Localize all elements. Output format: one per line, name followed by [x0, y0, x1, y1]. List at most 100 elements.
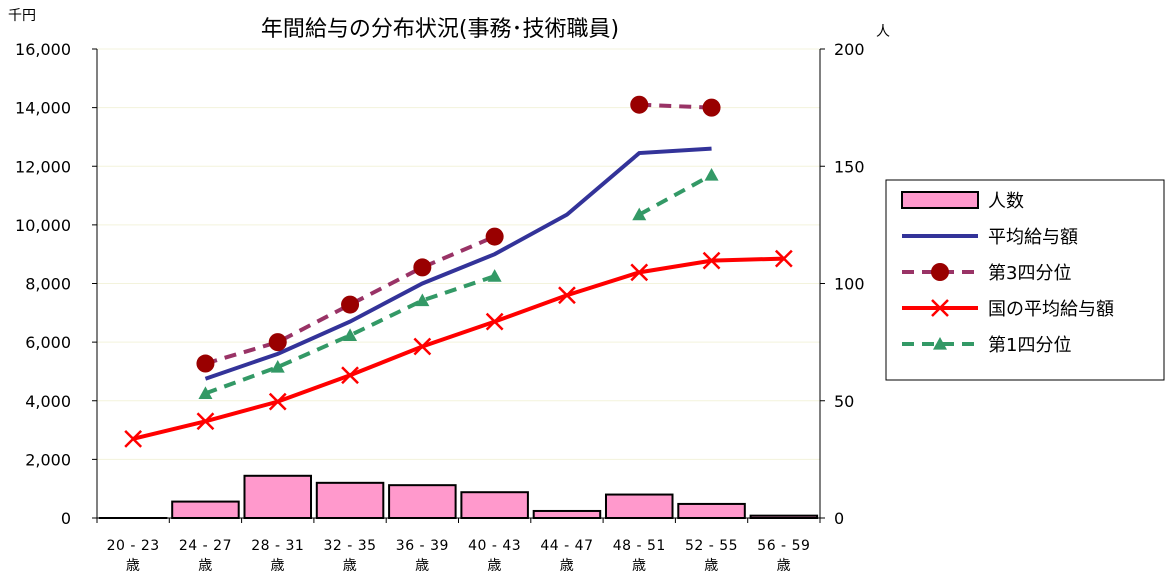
x-marker	[774, 249, 793, 268]
left-tick-label: 4,000	[25, 392, 71, 411]
x-marker	[630, 263, 649, 282]
x-marker	[341, 366, 359, 385]
x-marker	[485, 312, 504, 331]
left-tick-label: 2,000	[25, 450, 71, 469]
circle-marker	[630, 95, 649, 114]
legend-label: 第1四分位	[988, 335, 1071, 356]
legend-item: 平均給与額	[902, 227, 1078, 248]
series-line	[204, 234, 496, 366]
category-label: 28 - 31	[251, 538, 304, 554]
legend-item: 第1四分位	[902, 335, 1071, 356]
legend-box	[885, 179, 1165, 381]
series-line	[639, 102, 712, 110]
x-marker	[124, 429, 143, 448]
bar	[677, 502, 746, 519]
category-label: 20 - 23	[107, 538, 160, 554]
line-series	[124, 95, 793, 448]
circle-marker	[931, 263, 949, 281]
x-marker	[931, 299, 949, 317]
bar	[243, 474, 313, 520]
left-axis-unit: 千円	[8, 8, 36, 24]
category-unit-label: 歳	[343, 558, 358, 574]
left-tick-label: 6,000	[25, 333, 71, 352]
x-marker	[268, 392, 287, 411]
category-labels: 20 - 23 歳 24 - 27 歳 28 - 31 歳 32 - 35 歳 36 - 39 歳…	[96, 518, 821, 574]
legend-item: 国の平均給与額	[902, 299, 1114, 320]
triangle-marker	[487, 269, 502, 282]
category-unit-label: 歳	[632, 558, 647, 574]
bar	[460, 491, 529, 519]
triangle-marker	[632, 207, 647, 221]
x-marker	[558, 286, 576, 305]
bar	[604, 493, 674, 519]
series-line	[132, 256, 784, 441]
bar	[315, 481, 385, 520]
series-line	[638, 173, 713, 217]
category-unit-label: 歳	[777, 558, 792, 574]
triangle-marker	[933, 337, 947, 350]
triangle-marker	[704, 168, 719, 181]
circle-marker	[341, 295, 360, 314]
series-line	[204, 274, 496, 396]
category-label: 48 - 51	[613, 538, 666, 554]
right-tick-label: 100	[834, 275, 865, 294]
triangle-marker	[198, 386, 213, 400]
legend-item: 人数	[901, 191, 1024, 212]
x-marker	[702, 251, 721, 270]
legend-label: 国の平均給与額	[988, 299, 1114, 320]
right-tick-label: 0	[834, 509, 844, 528]
category-unit-label: 歳	[415, 558, 430, 574]
circle-marker	[702, 98, 721, 117]
chart-title: 年間給与の分布状況(事務･技術職員)	[261, 17, 619, 42]
category-label: 40 - 43	[468, 538, 521, 554]
bar	[171, 500, 240, 519]
left-tick-label: 12,000	[15, 157, 71, 176]
circle-marker	[413, 258, 432, 277]
x-marker	[413, 337, 432, 356]
category-label: 52 - 55	[685, 538, 738, 554]
legend-item: 第3四分位	[902, 263, 1071, 284]
triangle-marker	[415, 293, 430, 307]
triangle-marker	[270, 360, 285, 373]
right-axis-ticks: 0 50 100 150 200	[820, 40, 865, 528]
circle-marker	[196, 354, 215, 373]
bar	[532, 509, 602, 519]
circle-marker	[268, 333, 287, 352]
right-tick-label: 50	[834, 392, 854, 411]
right-tick-label: 150	[834, 157, 865, 176]
x-marker	[196, 412, 215, 431]
series-group	[198, 168, 719, 400]
left-tick-label: 10,000	[15, 216, 71, 235]
category-unit-label: 歳	[560, 558, 575, 574]
series-line	[204, 146, 712, 381]
legend-label: 人数	[988, 191, 1024, 212]
category-label: 24 - 27	[179, 538, 232, 554]
legend-label: 第3四分位	[988, 263, 1071, 284]
series-group	[124, 249, 793, 448]
series-group	[204, 146, 712, 381]
category-unit-label: 歳	[198, 558, 213, 574]
triangle-marker	[343, 328, 358, 341]
bar	[388, 484, 457, 520]
left-tick-label: 8,000	[25, 275, 71, 294]
bar-series	[98, 474, 819, 520]
left-tick-label: 0	[61, 509, 71, 528]
category-label: 36 - 39	[396, 538, 449, 554]
category-label: 32 - 35	[324, 538, 377, 554]
right-tick-label: 200	[834, 40, 865, 59]
category-unit-label: 歳	[271, 558, 286, 574]
legend-label: 平均給与額	[988, 227, 1078, 248]
category-unit-label: 歳	[704, 558, 719, 574]
category-label: 44 - 47	[540, 538, 593, 554]
series-group	[196, 95, 721, 373]
category-unit-label: 歳	[487, 558, 502, 574]
left-axis-ticks: 0 2,000 4,000 6,000 8,000 10,000 12,000 14,000 1…	[15, 40, 97, 528]
circle-marker	[485, 227, 504, 246]
legend-swatch	[901, 191, 979, 209]
left-tick-label: 14,000	[15, 99, 71, 118]
category-label: 56 - 59	[757, 538, 810, 554]
right-axis-unit: 人	[876, 24, 890, 40]
left-tick-label: 16,000	[15, 40, 71, 59]
